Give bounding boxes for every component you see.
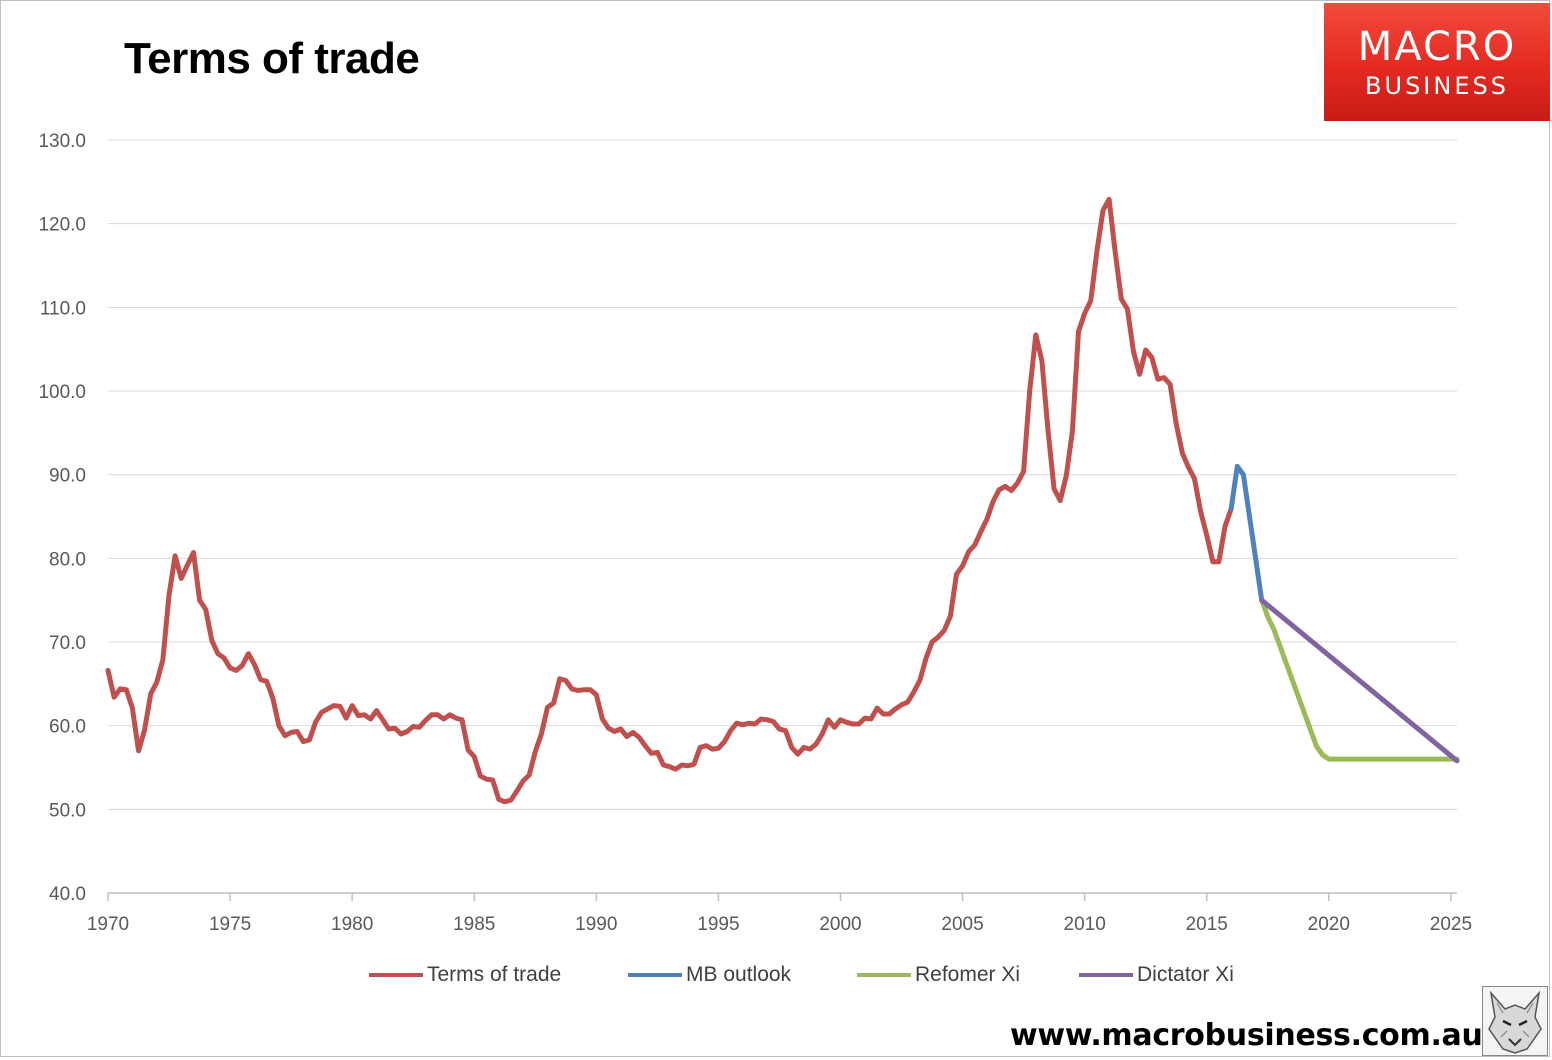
series-line-terms-of-trade: [105, 196, 1234, 805]
y-tick-label: 90.0: [49, 466, 86, 487]
x-tick-label: 1975: [209, 914, 251, 935]
y-tick-label: 110.0: [40, 298, 86, 319]
y-tick-label: 120.0: [38, 215, 86, 236]
legend-swatch: [369, 973, 423, 977]
x-tick-label: 1985: [453, 914, 495, 935]
legend-label: Refomer Xi: [915, 963, 1021, 986]
y-tick-label: 60.0: [49, 717, 86, 738]
y-tick-label: 50.0: [49, 800, 86, 821]
x-tick-label: 1970: [87, 914, 129, 935]
series-line-dictator-xi: [1259, 597, 1460, 764]
macrobusiness-logo: MACRO BUSINESS: [1324, 3, 1550, 121]
fox-icon: [1482, 986, 1548, 1056]
legend-item-mb-outlook: MB outlook: [628, 960, 791, 990]
y-tick-label: 70.0: [49, 633, 86, 654]
y-tick-label: 100.0: [38, 382, 86, 403]
legend-label: MB outlook: [686, 963, 792, 986]
chart-title: Terms of trade: [124, 34, 420, 83]
legend-swatch: [628, 973, 682, 977]
x-tick-label: 1990: [575, 914, 617, 935]
y-tick-label: 40.0: [49, 884, 86, 905]
y-tick-label: 80.0: [49, 549, 86, 570]
x-tick-label: 2020: [1308, 914, 1350, 935]
x-tick-label: 2015: [1186, 914, 1228, 935]
chart-legend: Terms of trade MB outlook Refomer Xi Dic…: [0, 960, 1552, 990]
legend-label: Terms of trade: [427, 963, 562, 986]
series-line-mb-outlook: [1228, 463, 1265, 603]
legend-item-refomer-xi: Refomer Xi: [857, 960, 1020, 990]
y-tick-label: 130.0: [38, 131, 86, 152]
logo-line-business: BUSINESS: [1365, 72, 1509, 100]
x-tick-label: 2000: [819, 914, 861, 935]
x-tick-label: 2005: [941, 914, 983, 935]
legend-item-terms-of-trade: Terms of trade: [369, 960, 561, 990]
y-axis-tick-labels: 40.0 50.0 60.0 70.0 80.0 90.0 100.0 110.0 120.0 1…: [38, 131, 86, 905]
website-url: www.macrobusiness.com.au: [1010, 1018, 1483, 1053]
x-axis-tick-labels: 1970 1975 1980 1985 1990 1995 2000 2005 2010 2015…: [87, 914, 1472, 935]
legend-label: Dictator Xi: [1137, 963, 1234, 986]
logo-line-macro: MACRO: [1357, 24, 1517, 70]
x-tick-label: 1995: [697, 914, 739, 935]
series-line-refomer-xi: [1259, 597, 1460, 762]
x-tick-label: 2010: [1064, 914, 1106, 935]
gridlines: [108, 139, 1457, 810]
x-tick-label: 1980: [331, 914, 373, 935]
legend-swatch: [857, 973, 911, 977]
legend-swatch: [1079, 973, 1133, 977]
x-tick-label: 2025: [1430, 914, 1472, 935]
x-axis: [107, 892, 1457, 901]
legend-item-dictator-xi: Dictator Xi: [1079, 960, 1234, 990]
series-lines: [105, 196, 1460, 805]
